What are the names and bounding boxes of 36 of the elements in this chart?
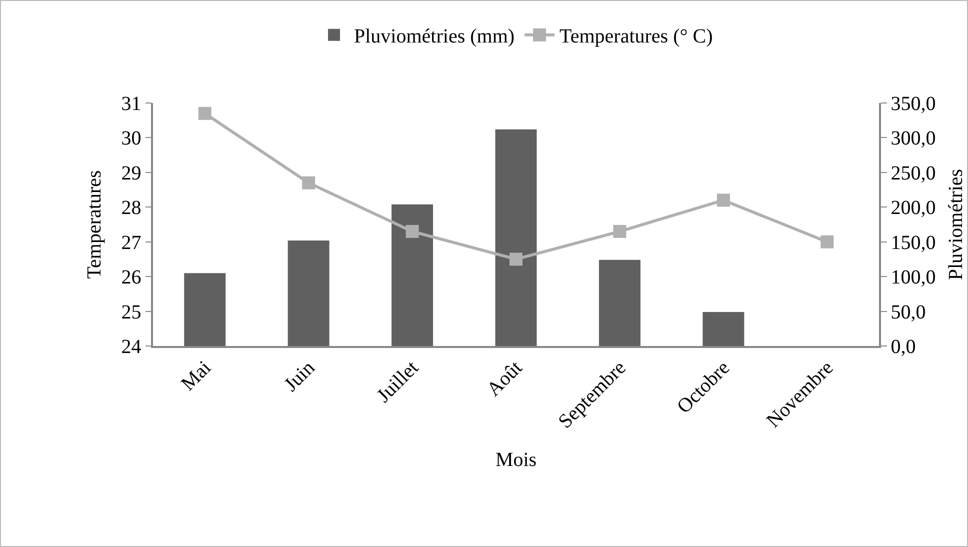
x-tick-label: Juin	[280, 356, 320, 396]
y2-tick-label: 250,0	[890, 162, 936, 184]
y-axis-title: Temperatures	[83, 170, 106, 279]
y2-tick-label: 100,0	[890, 266, 936, 289]
point	[198, 106, 212, 120]
point	[820, 235, 834, 248]
point	[406, 224, 419, 238]
y2-tick-label: 50,0	[890, 301, 926, 324]
y2-tick-label: 0,0	[890, 336, 916, 358]
y2-tick-label: 300,0	[890, 128, 936, 150]
bar	[495, 129, 537, 346]
bar	[598, 260, 640, 346]
legend-label: Pluviométries (mm)	[354, 26, 515, 48]
bar	[184, 273, 226, 346]
y-tick-label: 26	[121, 266, 142, 289]
y-tick-label: 31	[121, 93, 142, 115]
y-tick-label: 25	[121, 301, 142, 324]
point	[302, 176, 316, 190]
point	[613, 224, 626, 238]
legend-label: Temperatures (° C)	[560, 26, 713, 48]
point	[510, 252, 522, 266]
y-tick-label: 29	[121, 162, 142, 184]
bar	[288, 240, 330, 346]
y2-tick-label: 350,0	[890, 93, 936, 115]
point	[716, 194, 730, 207]
bar	[702, 312, 744, 346]
y2-tick-label: 200,0	[890, 197, 936, 220]
bar	[392, 204, 434, 346]
y-tick-label: 27	[121, 232, 142, 254]
y2-tick-label: 150,0	[890, 232, 936, 254]
y-tick-label: 24	[121, 336, 142, 358]
y-tick-label: 28	[121, 197, 142, 220]
x-axis-title: Mois	[495, 448, 537, 471]
y-tick-label: 30	[121, 128, 142, 150]
y2-axis-title: Pluviométries	[945, 168, 967, 280]
x-tick-label: Mai	[177, 356, 216, 396]
